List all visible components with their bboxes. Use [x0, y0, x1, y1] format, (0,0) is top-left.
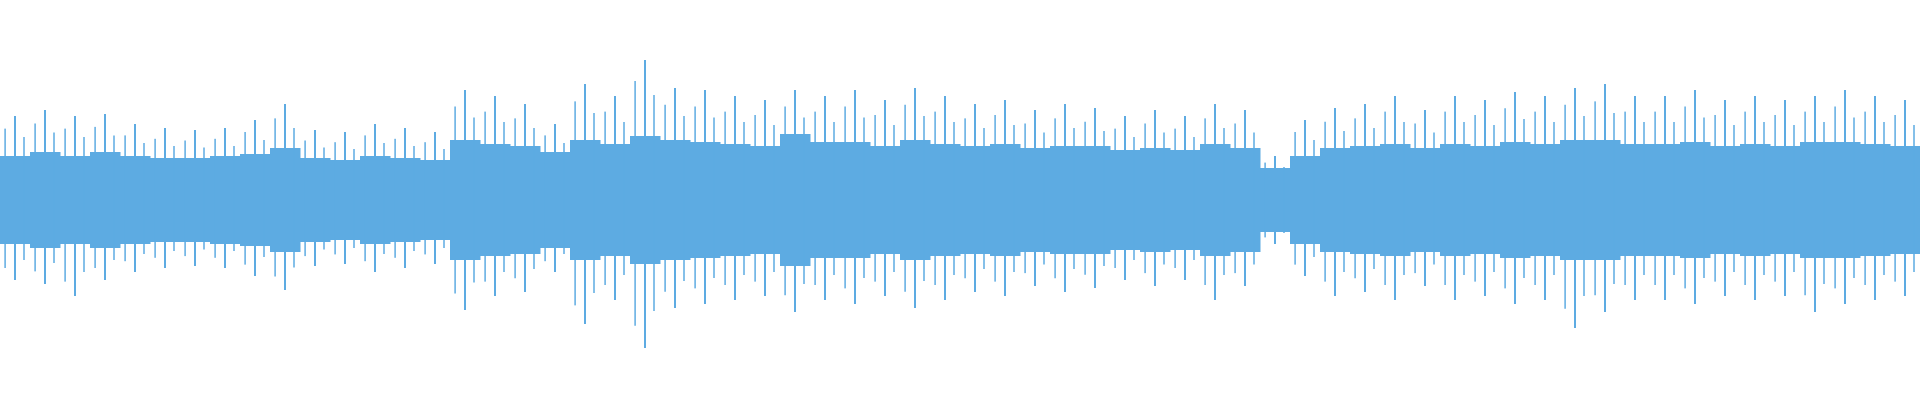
waveform [0, 60, 1920, 348]
page: {"chart_data": {"type": "waveform", "col… [0, 60, 1920, 348]
